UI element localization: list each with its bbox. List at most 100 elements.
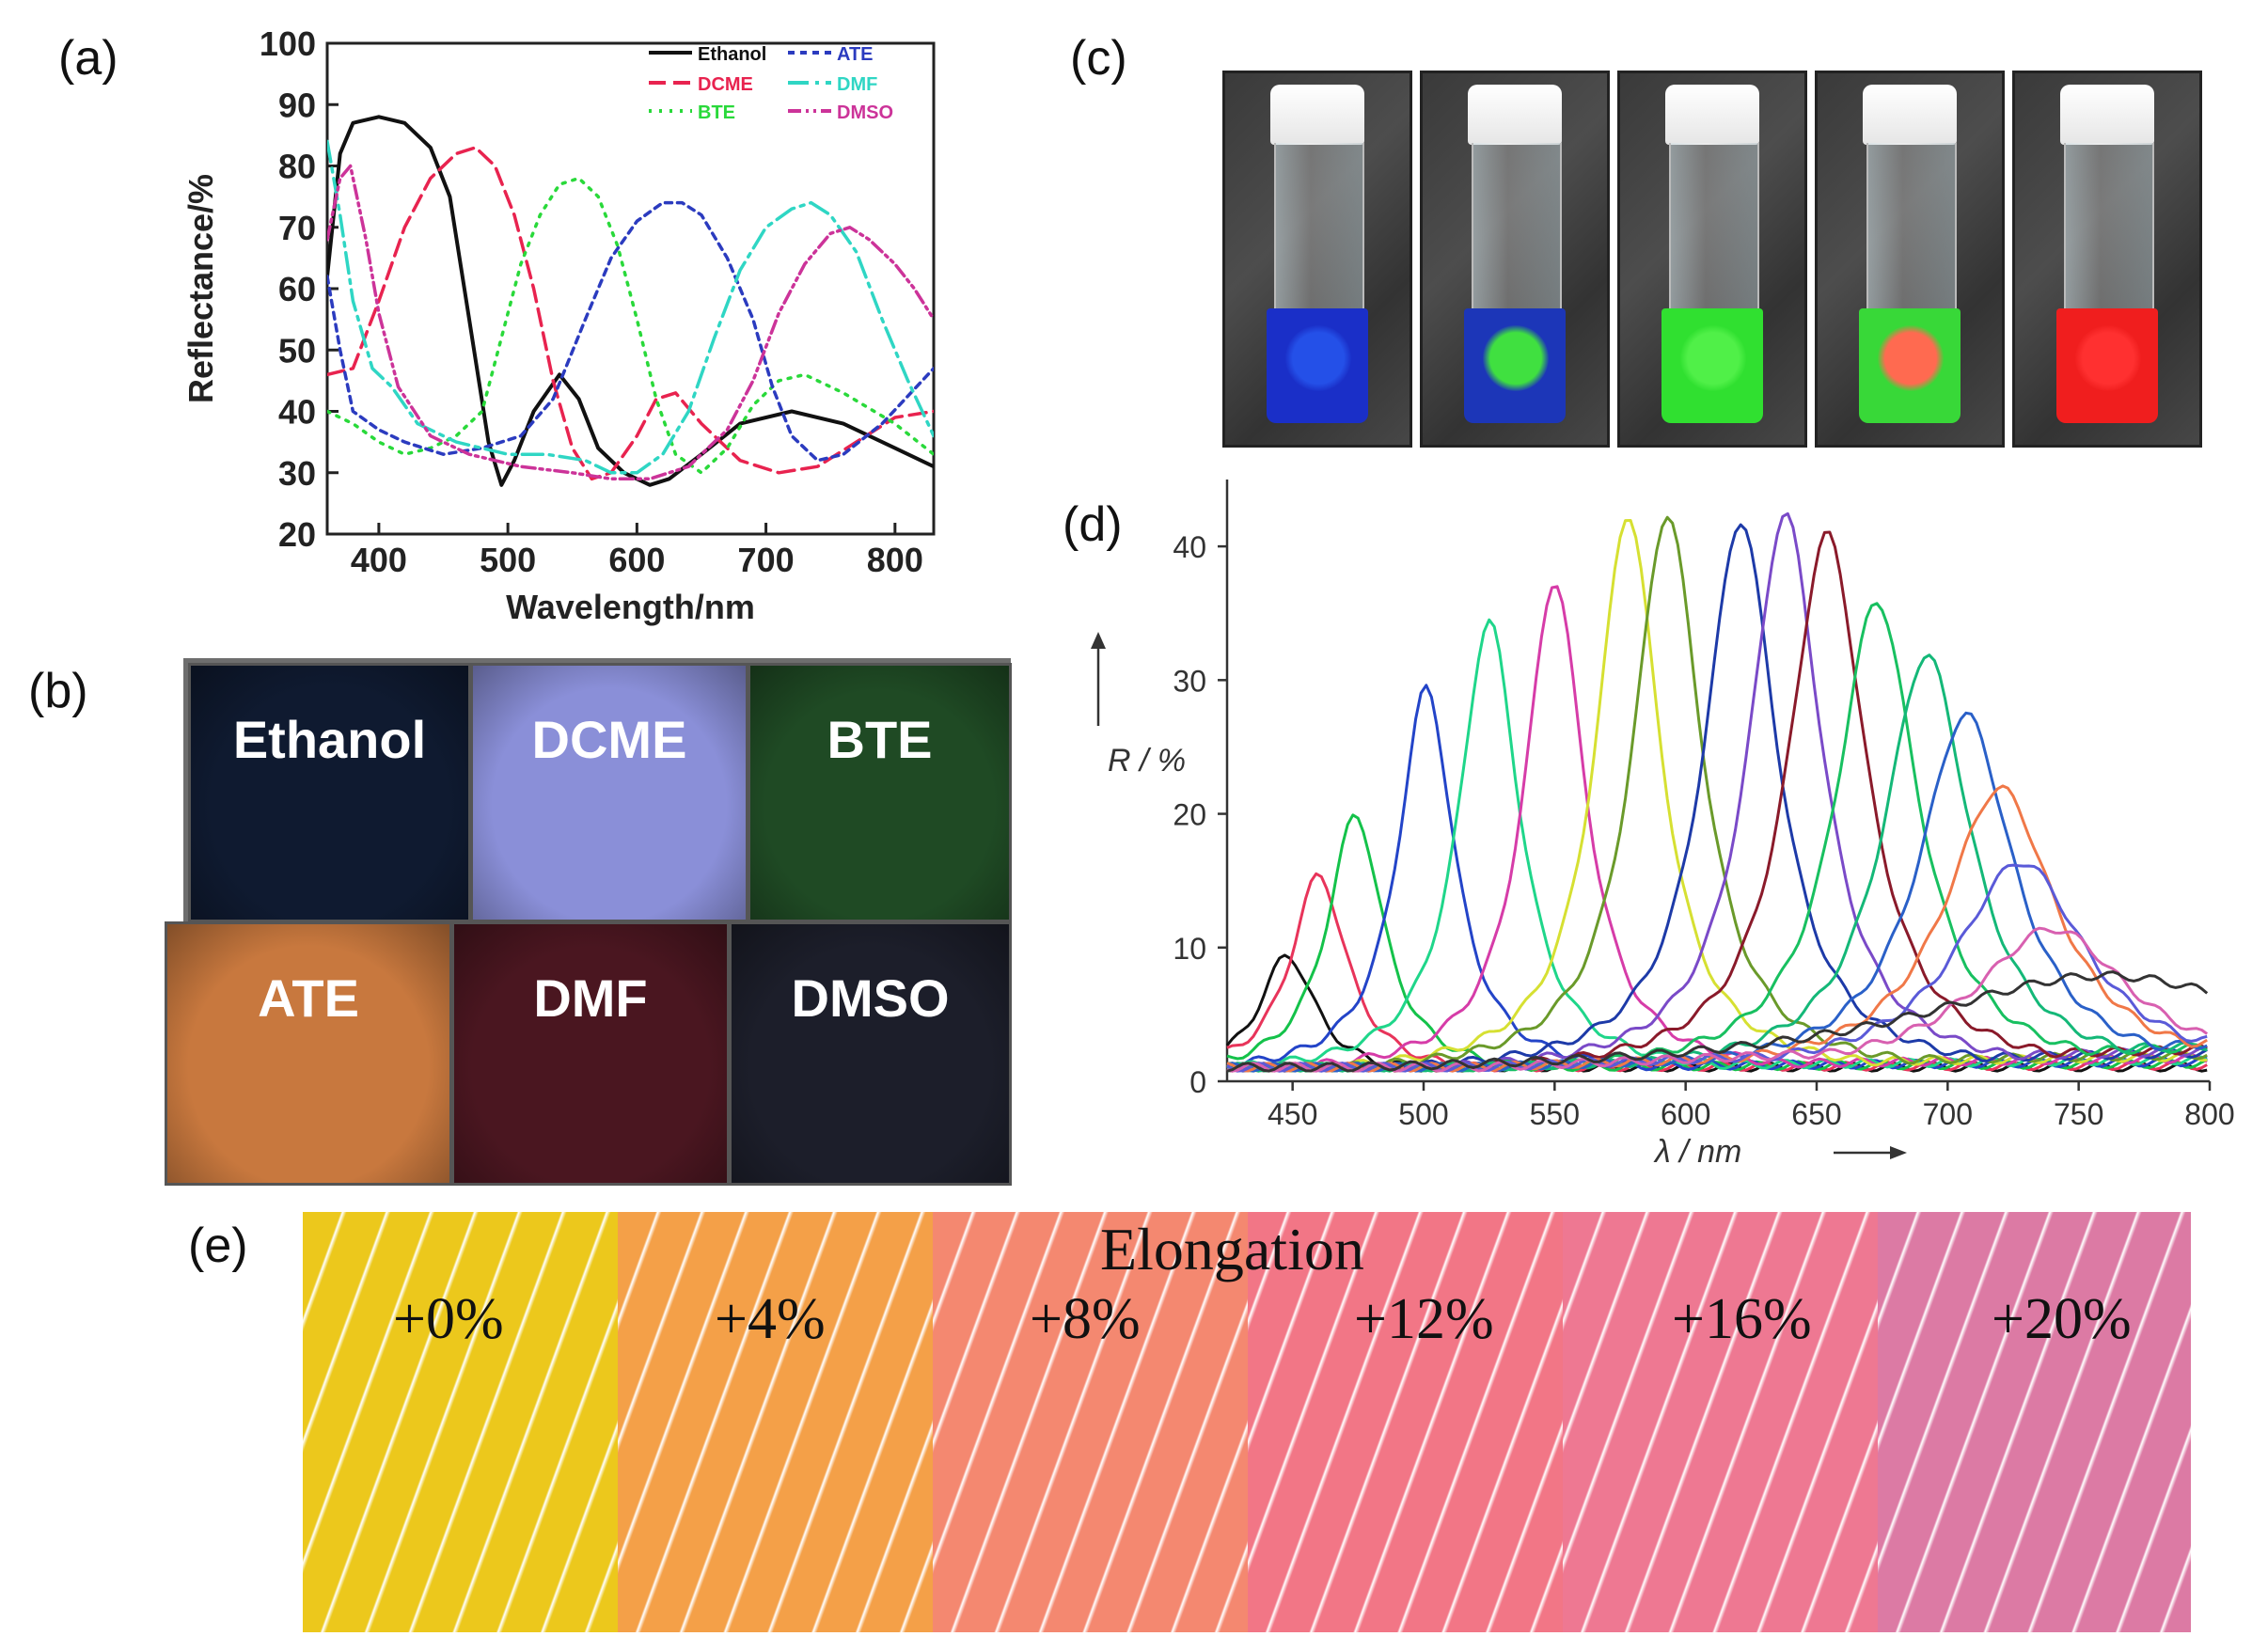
spectrum-line-692: [1226, 653, 2208, 1073]
x-tick-label: 550: [1530, 1097, 1580, 1131]
film-tile-label: ATE: [258, 968, 359, 1028]
x-tick-label: 400: [351, 541, 407, 579]
panel-label-d: (d): [1063, 497, 1123, 552]
spectrum-line-593: [1226, 515, 2208, 1073]
y-tick-label: 50: [278, 331, 316, 370]
y-tick-label: 90: [278, 86, 316, 124]
series-line-dmso: [327, 164, 934, 481]
film-tile-ate: ATE: [165, 921, 452, 1186]
y-tick-label: 80: [278, 148, 316, 186]
legend-label-ethanol: Ethanol: [698, 44, 766, 65]
series-line-ethanol: [327, 115, 934, 487]
film-tile-ethanol: Ethanol: [188, 663, 471, 922]
film-tile-dmf: DMF: [451, 921, 730, 1186]
y-axis-label: R / %: [1108, 743, 1186, 779]
y-tick-label: 0: [1189, 1065, 1206, 1099]
y-tick-label: 20: [1173, 798, 1206, 832]
spectrum-line-578: [1226, 519, 2208, 1073]
y-tick-label: 100: [260, 24, 316, 63]
vial-reflection-spot: [1483, 325, 1549, 391]
legend-label-bte: BTE: [698, 102, 735, 123]
x-tick-label: 600: [608, 541, 665, 579]
series-line-ate: [327, 200, 934, 463]
y-axis-arrow-head: [1091, 632, 1106, 649]
x-tick-label: 500: [1398, 1097, 1448, 1131]
reflectance-chart: 20 30 40 50 60 70 80 90 100 400 500 600 700 800 Wavele…: [181, 24, 936, 626]
film-tile-dcme: DCME: [470, 663, 748, 922]
film-tile-label: BTE: [827, 710, 933, 769]
y-axis-label: Reflectance/%: [181, 174, 220, 403]
vial-glass: [2064, 143, 2154, 308]
film-tile-bte: BTE: [748, 663, 1012, 922]
strain-segment-2: [618, 1212, 933, 1632]
spectra-chart: 0 10 20 30 40 450 500 550 600 650 700 750 800 R / % λ …: [1091, 480, 2235, 1170]
vial-cap: [1270, 85, 1364, 145]
x-axis-arrow-head: [1890, 1146, 1907, 1159]
vial-photo-4: [1815, 71, 2005, 448]
strain-segment-6: [1878, 1212, 2191, 1632]
y-tick-label: 20: [278, 515, 316, 554]
vial-reflection-spot: [1878, 325, 1944, 391]
strain-label: +4%: [715, 1287, 826, 1351]
x-tick-label: 700: [738, 541, 795, 579]
x-tick-label: 500: [480, 541, 536, 579]
y-tick-label: 10: [1173, 932, 1206, 966]
vial-cap: [1665, 85, 1759, 145]
x-tick-label: 600: [1661, 1097, 1710, 1131]
x-axis-label: λ / nm: [1653, 1134, 1741, 1170]
x-tick-label: 650: [1791, 1097, 1841, 1131]
vial-photo-row: [1222, 0, 2210, 451]
x-tick-label: 750: [2054, 1097, 2103, 1131]
vial-photo-2: [1420, 71, 1610, 448]
strain-label: +12%: [1354, 1287, 1494, 1351]
vial-photo-5: [2012, 71, 2202, 448]
spectrum-line-621: [1226, 523, 2208, 1073]
spectrum-line-728: [1226, 863, 2208, 1073]
vial-reflection-spot: [2075, 325, 2141, 391]
spectrum-line-740: [1226, 926, 2209, 1073]
legend-label-dmso: DMSO: [837, 102, 893, 123]
film-tile-label: DCME: [531, 710, 687, 769]
legend-label-ate: ATE: [837, 44, 874, 65]
strain-label: +20%: [1992, 1287, 2132, 1351]
x-tick-label: 700: [1923, 1097, 1973, 1131]
vial-glass: [1472, 143, 1562, 308]
film-tile-label: DMSO: [791, 968, 950, 1028]
panel-label-a: (a): [58, 31, 118, 86]
y-tick-label: 40: [278, 393, 316, 432]
strain-segment-1: [303, 1212, 618, 1632]
spectrum-line-474: [1226, 813, 2208, 1073]
film-photo-grid: Ethanol DCME BTE ATE DMF DMSO: [165, 658, 1012, 1186]
x-axis-label: Wavelength/nm: [506, 588, 755, 626]
x-tick-label: 800: [2184, 1097, 2234, 1131]
spectrum-line-501: [1226, 684, 2208, 1072]
y-tick-label: 30: [278, 454, 316, 493]
strain-segment-4: [1248, 1212, 1563, 1632]
elongation-title: Elongation: [1100, 1216, 1364, 1282]
panel-label-e: (e): [188, 1219, 248, 1273]
strain-label: +8%: [1030, 1287, 1141, 1351]
strain-label: +16%: [1672, 1287, 1812, 1351]
vial-cap: [1863, 85, 1957, 145]
vial-photo-1: [1222, 71, 1412, 448]
y-tick-label: 30: [1173, 664, 1206, 698]
vial-cap: [1468, 85, 1562, 145]
vial-photo-3: [1617, 71, 1807, 448]
panel-label-c: (c): [1070, 31, 1127, 86]
y-tick-label: 70: [278, 209, 316, 247]
spectrum-line-760: [1226, 970, 2209, 1073]
vial-cap: [2060, 85, 2154, 145]
legend-label-dcme: DCME: [698, 74, 753, 95]
film-tile-label: Ethanol: [232, 710, 427, 769]
series-line-dcme: [327, 146, 934, 481]
strain-label: +0%: [393, 1287, 504, 1351]
spectrum-line-550: [1226, 585, 2208, 1073]
panel-label-b: (b): [28, 664, 88, 718]
vial-reflection-spot: [1285, 325, 1351, 391]
spectrum-line-654: [1226, 530, 2208, 1073]
series-line-bte: [327, 176, 934, 475]
legend-label-dmf: DMF: [837, 74, 877, 95]
x-tick-label: 800: [867, 541, 923, 579]
spectrum-line-720: [1226, 784, 2208, 1073]
series-line-dmf: [327, 139, 934, 475]
